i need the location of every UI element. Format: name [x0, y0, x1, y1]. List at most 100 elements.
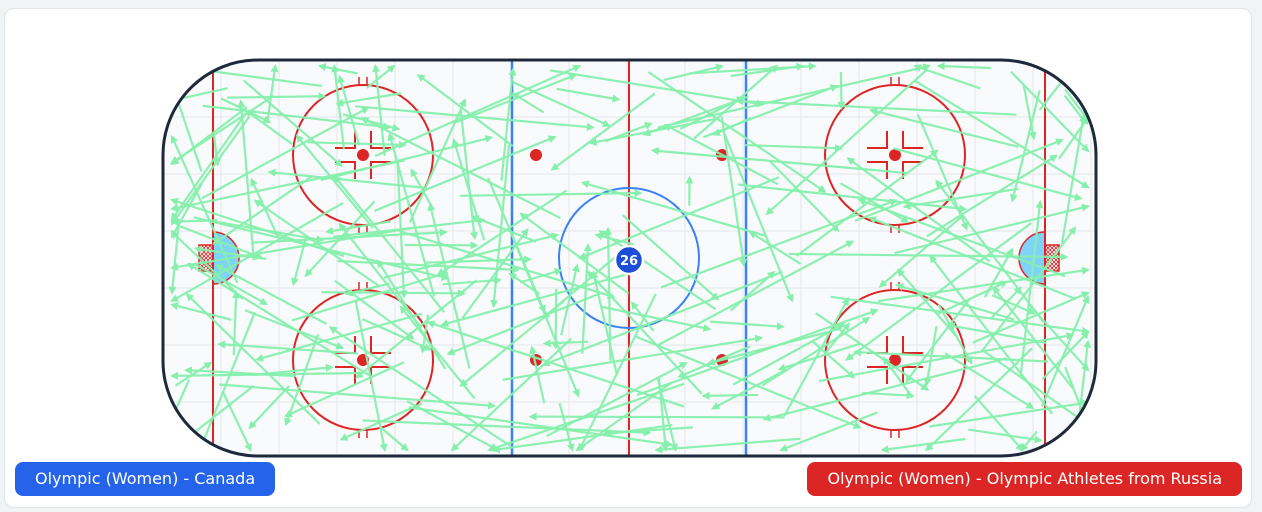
- pass-arrow: [174, 361, 213, 387]
- pass-arrow: [1041, 330, 1090, 381]
- pass-arrow: [830, 295, 1090, 335]
- away-team-badge[interactable]: Olympic (Women) - Olympic Athletes from …: [807, 462, 1242, 496]
- pass-arrow: [990, 286, 1023, 319]
- pass-arrow: [839, 182, 910, 223]
- pass-arrow: [508, 272, 540, 295]
- pass-arrow: [459, 110, 478, 241]
- pass-arrow: [621, 214, 720, 301]
- pass-arrow: [380, 426, 409, 452]
- pass-arrow: [424, 255, 532, 264]
- pass-arrow: [255, 312, 423, 362]
- pass-arrow: [857, 198, 1066, 278]
- pass-arrow: [487, 382, 685, 452]
- pass-arrow: [512, 81, 611, 127]
- pass-arrow: [936, 62, 991, 71]
- pass-arrow: [1022, 83, 1037, 141]
- pass-arrow: [377, 259, 447, 370]
- pass-arrow: [779, 411, 878, 452]
- pass-arrow: [1040, 295, 1090, 407]
- home-team-badge[interactable]: Olympic (Women) - Canada: [15, 462, 276, 496]
- pass-arrow: [187, 262, 372, 378]
- pass-arrow: [748, 231, 802, 265]
- pass-arrow: [783, 297, 849, 417]
- pass-arrow: [185, 293, 321, 425]
- pass-arrow: [862, 391, 915, 400]
- pass-arrow: [541, 270, 783, 367]
- pass-arrow: [720, 116, 748, 267]
- pass-arrow: [446, 291, 602, 356]
- faceoff-dot: [889, 354, 901, 366]
- pass-arrow: [170, 106, 248, 166]
- pass-arrow: [550, 92, 656, 171]
- pass-arrow: [1060, 87, 1091, 244]
- pass-arrow: [711, 370, 784, 410]
- pass-arrow: [677, 345, 751, 379]
- pass-arrow: [737, 183, 968, 213]
- faceoff-dot: [357, 149, 369, 161]
- pass-arrow: [905, 298, 970, 383]
- pass-arrow: [822, 322, 850, 357]
- pass-arrow: [436, 189, 568, 276]
- pass-arrow: [972, 291, 1090, 344]
- pass-arrow: [453, 73, 578, 124]
- center-circle: [558, 187, 700, 329]
- pass-arrow: [745, 143, 844, 153]
- pass-arrow: [362, 419, 652, 437]
- pass-arrow: [333, 174, 445, 313]
- pass-arrow: [880, 437, 966, 454]
- pass-arrow: [194, 263, 268, 305]
- pass-arrow: [550, 69, 765, 108]
- pass-arrow: [325, 220, 391, 235]
- pass-arrow: [398, 230, 616, 300]
- pass-arrow: [408, 98, 467, 224]
- pass-arrow: [335, 92, 402, 107]
- pass-arrow: [295, 134, 374, 229]
- pass-arrow: [528, 412, 785, 421]
- pass-arrow: [284, 333, 320, 427]
- pass-arrow: [459, 189, 643, 198]
- pass-arrow: [251, 228, 448, 244]
- pass-arrow: [973, 395, 1024, 452]
- rink-boards: [161, 58, 1098, 458]
- pass-arrow: [529, 345, 546, 404]
- pass-arrow: [765, 68, 929, 216]
- pass-arrow: [594, 232, 635, 246]
- pass-arrow: [170, 201, 344, 302]
- pass-arrow: [926, 154, 1058, 238]
- pass-arrow: [267, 168, 427, 190]
- pass-arrow: [812, 340, 856, 379]
- pass-arrow: [600, 305, 712, 332]
- pass-arrow: [408, 406, 674, 448]
- pass-arrow: [355, 279, 478, 379]
- pass-arrow: [242, 79, 343, 167]
- pass-arrow: [321, 289, 466, 298]
- pass-arrow: [170, 112, 247, 221]
- pass-arrow: [795, 149, 939, 257]
- pass-arrow: [440, 273, 627, 328]
- pass-arrow: [688, 62, 817, 75]
- pass-arrow: [854, 138, 1065, 222]
- pass-arrow: [935, 179, 1045, 324]
- pass-arrow: [450, 337, 573, 452]
- pass-arrow: [519, 212, 630, 295]
- pass-arrow: [244, 109, 293, 145]
- pass-arrow: [198, 311, 256, 452]
- pass-arrow: [291, 270, 449, 322]
- pass-arrow: [837, 71, 846, 110]
- pass-arrow: [556, 87, 621, 103]
- pass-arrow: [789, 252, 1069, 261]
- pass-arrow: [545, 362, 688, 438]
- pass-arrow: [193, 216, 450, 281]
- pass-arrow: [656, 376, 679, 452]
- pass-arrow: [701, 391, 759, 400]
- pass-arrow: [936, 280, 1009, 316]
- pass-arrow: [654, 437, 801, 454]
- pass-arrow: [170, 230, 244, 300]
- pass-arrow: [1020, 430, 1038, 452]
- pass-arrow: [893, 147, 1083, 201]
- pass-arrow: [845, 222, 1033, 361]
- pass-arrow: [170, 134, 239, 284]
- pass-arrow: [647, 71, 827, 193]
- puck-count-marker[interactable]: 26: [613, 244, 645, 276]
- pass-arrow: [1058, 116, 1090, 160]
